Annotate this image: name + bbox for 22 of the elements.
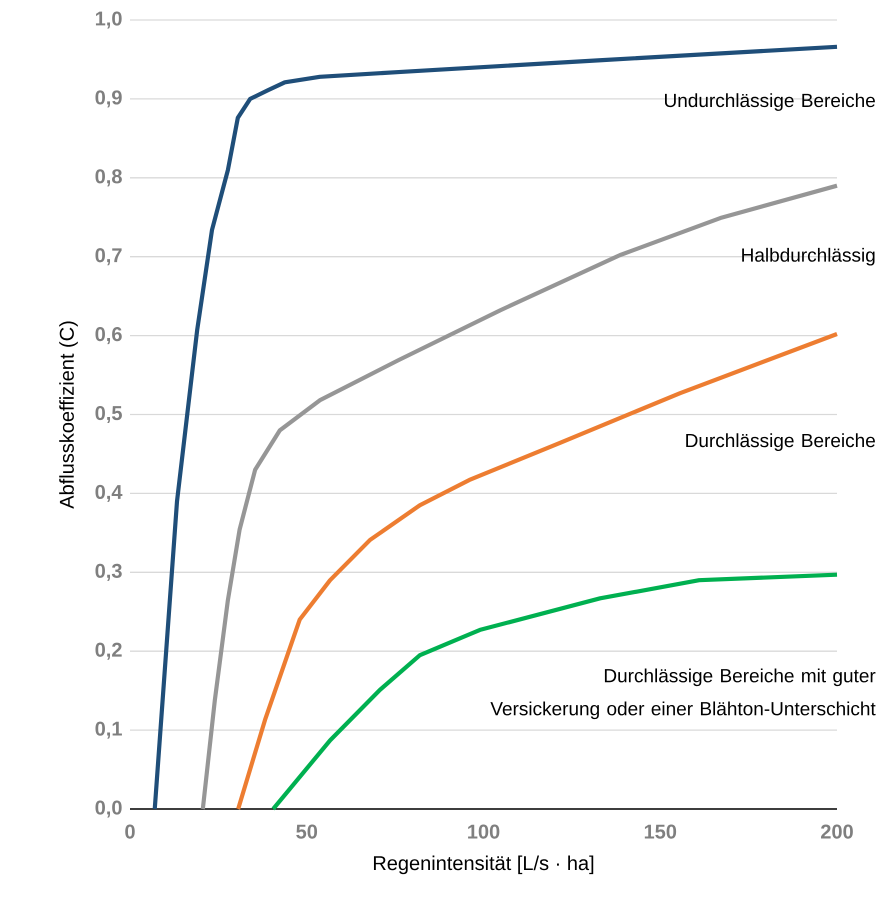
y-tick-label: 0,9 [95, 90, 122, 108]
y-tick-label: 0,8 [95, 169, 122, 186]
y-tick-label: 0,6 [95, 327, 122, 344]
y-axis-title: Abflusskoeffizient (C) [59, 321, 78, 509]
series-label: Halbdurchlässig [742, 248, 875, 266]
x-tick-label: 50 [296, 824, 318, 839]
text: Durchlässige Bereiche [686, 433, 875, 451]
x-tick-label: 100 [468, 824, 500, 839]
y-tick-label: 0,5 [95, 406, 122, 424]
y-tick-label: 0,7 [95, 248, 122, 266]
text: Durchlässige Bereiche mit guter Versickerung oder einer Blähton-Unterschicht [490, 668, 876, 720]
x-tick-label: 150 [644, 824, 676, 839]
y-tick-label: 0,2 [95, 642, 122, 660]
x-tick-label: 0 [125, 824, 135, 839]
y-tick-label: 0,1 [95, 722, 122, 739]
series-label: Undurchlässige Bereiche [665, 93, 875, 111]
x-axis-title: Regenintensität [L/s · ha] [374, 856, 594, 874]
y-tick-label: 0,0 [95, 800, 122, 818]
y-tick-label: 0,4 [95, 484, 122, 502]
x-tick-label: 200 [821, 824, 853, 839]
y-tick-label: 0,3 [95, 564, 122, 581]
y-tick-label: 1,0 [96, 11, 122, 29]
